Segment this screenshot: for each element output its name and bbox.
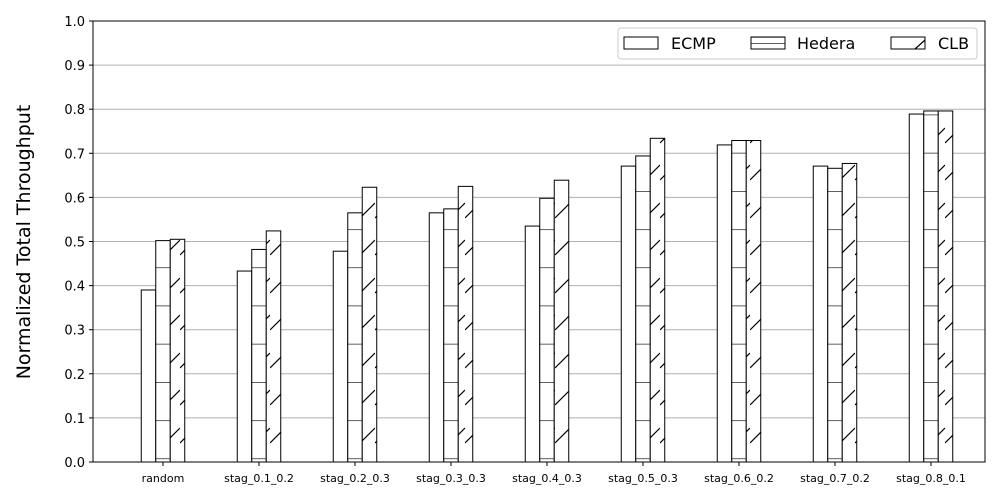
bar-hedera <box>155 240 171 463</box>
x-tick-label: random <box>142 472 185 485</box>
bar-clb <box>265 230 282 463</box>
bar-ecmp <box>428 212 445 463</box>
bar-clb <box>649 137 666 463</box>
y-tick-label: 0.1 <box>64 412 85 427</box>
bar-clb <box>169 238 186 463</box>
bar-hedera <box>827 167 843 463</box>
legend-swatch <box>890 36 926 50</box>
bar-ecmp <box>908 113 925 463</box>
y-axis-label: Normalized Total Throughput <box>13 105 35 380</box>
x-tick-label: stag_0.3_0.3 <box>416 472 486 485</box>
x-tick-label: stag_0.8_0.1 <box>896 472 966 485</box>
x-tick-label: stag_0.4_0.3 <box>512 472 582 485</box>
bar-hedera <box>443 208 459 463</box>
bar-clb <box>745 140 762 463</box>
bar-hedera <box>539 197 555 463</box>
bar-hedera <box>347 212 363 463</box>
bar-hedera <box>731 140 747 463</box>
axes: 0.0 0.1 0.2 0.3 0.4 0.5 0.6 0.7 0.8 0.9 1.0 random s… <box>64 15 986 485</box>
bar-hedera <box>251 248 267 463</box>
x-tick-label: stag_0.1_0.2 <box>224 472 294 485</box>
bar-ecmp <box>812 165 829 463</box>
legend: ECMP Hedera CLB <box>617 27 978 60</box>
x-tick-label: stag_0.5_0.3 <box>608 472 678 485</box>
bar-ecmp <box>140 289 157 463</box>
legend-swatch <box>750 36 786 50</box>
x-tick-label: stag_0.2_0.3 <box>320 472 390 485</box>
legend-swatch <box>623 36 659 50</box>
y-tick-label: 0.7 <box>64 147 85 162</box>
y-tick-label: 0.0 <box>64 456 85 471</box>
bar-ecmp <box>332 250 349 463</box>
bar-clb <box>553 179 570 463</box>
y-tick-label: 0.4 <box>64 280 85 295</box>
x-tick-label: stag_0.7_0.2 <box>800 472 870 485</box>
legend-label: CLB <box>938 34 969 53</box>
x-tick-label: stag_0.6_0.2 <box>704 472 774 485</box>
y-tick-label: 0.3 <box>64 324 85 339</box>
bars <box>140 110 954 463</box>
legend-entry-ecmp: ECMP <box>623 34 716 53</box>
y-tick-label: 0.5 <box>64 236 85 251</box>
y-tick-label: 0.8 <box>64 103 85 118</box>
bar-hedera <box>923 110 939 463</box>
bar-hedera <box>635 155 651 463</box>
y-tick-label: 0.2 <box>64 368 85 383</box>
bar-ecmp <box>524 225 541 463</box>
bar-ecmp <box>620 165 637 463</box>
legend-entry-hedera: Hedera <box>750 34 855 53</box>
bar-ecmp <box>236 270 253 463</box>
legend-label: ECMP <box>671 34 716 53</box>
y-tick-label: 1.0 <box>64 15 85 30</box>
bar-clb <box>937 110 954 463</box>
legend-box <box>617 27 978 60</box>
bar-clb <box>841 162 858 463</box>
bar-ecmp <box>716 144 733 463</box>
bar-clb <box>457 185 474 463</box>
y-tick-label: 0.9 <box>64 59 85 74</box>
legend-entry-clb: CLB <box>890 34 969 53</box>
y-tick-label: 0.6 <box>64 191 85 206</box>
legend-label: Hedera <box>797 34 855 53</box>
bar-clb <box>361 186 378 463</box>
plot-frame <box>92 20 986 463</box>
